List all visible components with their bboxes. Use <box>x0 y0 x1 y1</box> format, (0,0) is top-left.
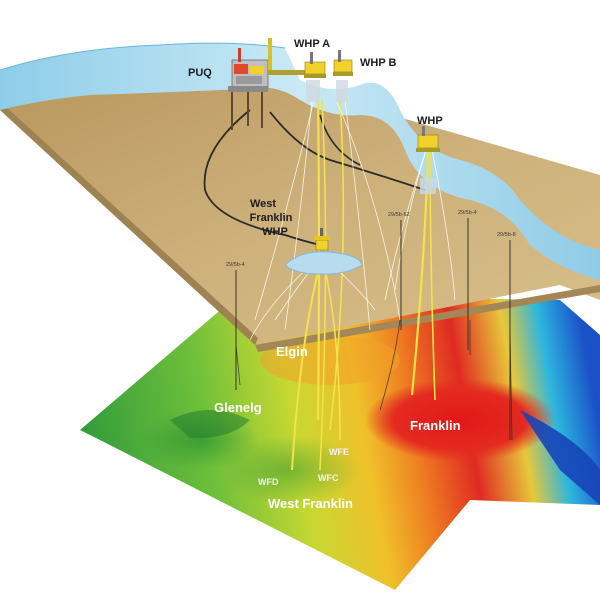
label-whp-a: WHP A <box>294 38 330 50</box>
whp-platform <box>416 126 440 194</box>
well-tag-4: 29/5b-8 <box>497 232 516 238</box>
label-puq: PUQ <box>188 67 212 79</box>
label-west-franklin: West Franklin <box>268 496 353 511</box>
reservoir-well-paths <box>235 319 513 441</box>
well-tags: 29/5b-4 29/5b-6Z 29/5b-4 29/5b-8 <box>226 210 516 268</box>
label-whp: WHP <box>417 115 443 127</box>
label-franklin: Franklin <box>410 418 461 433</box>
west-franklin-template <box>284 228 363 275</box>
reservoir-surface <box>80 295 600 590</box>
well-tag-2: 29/5b-6Z <box>388 212 411 218</box>
label-wfd: WFD <box>258 477 279 487</box>
field-labels: Elgin Glenelg Franklin West Franklin WFE… <box>214 344 461 511</box>
top-labels: PUQ WHP A WHP B WHP West Franklin WHP <box>188 38 443 238</box>
label-wfc: WFC <box>318 473 339 483</box>
well-tag-3: 29/5b-4 <box>458 210 477 216</box>
whp-b-platform <box>333 50 353 102</box>
label-west-franklin-whp-line1: West <box>250 198 276 210</box>
label-glenelg: Glenelg <box>214 400 262 415</box>
whp-a-platform <box>304 52 326 102</box>
label-whp-b: WHP B <box>360 57 397 69</box>
sea-surface <box>0 42 600 281</box>
label-wfe: WFE <box>329 447 349 457</box>
label-west-franklin-whp-line2: Franklin <box>250 212 293 224</box>
puq-platform <box>228 38 318 130</box>
label-west-franklin-whp-line3: WHP <box>262 226 288 238</box>
pipelines <box>203 109 426 246</box>
well-tag-1: 29/5b-4 <box>226 262 245 268</box>
label-elgin: Elgin <box>276 344 308 359</box>
